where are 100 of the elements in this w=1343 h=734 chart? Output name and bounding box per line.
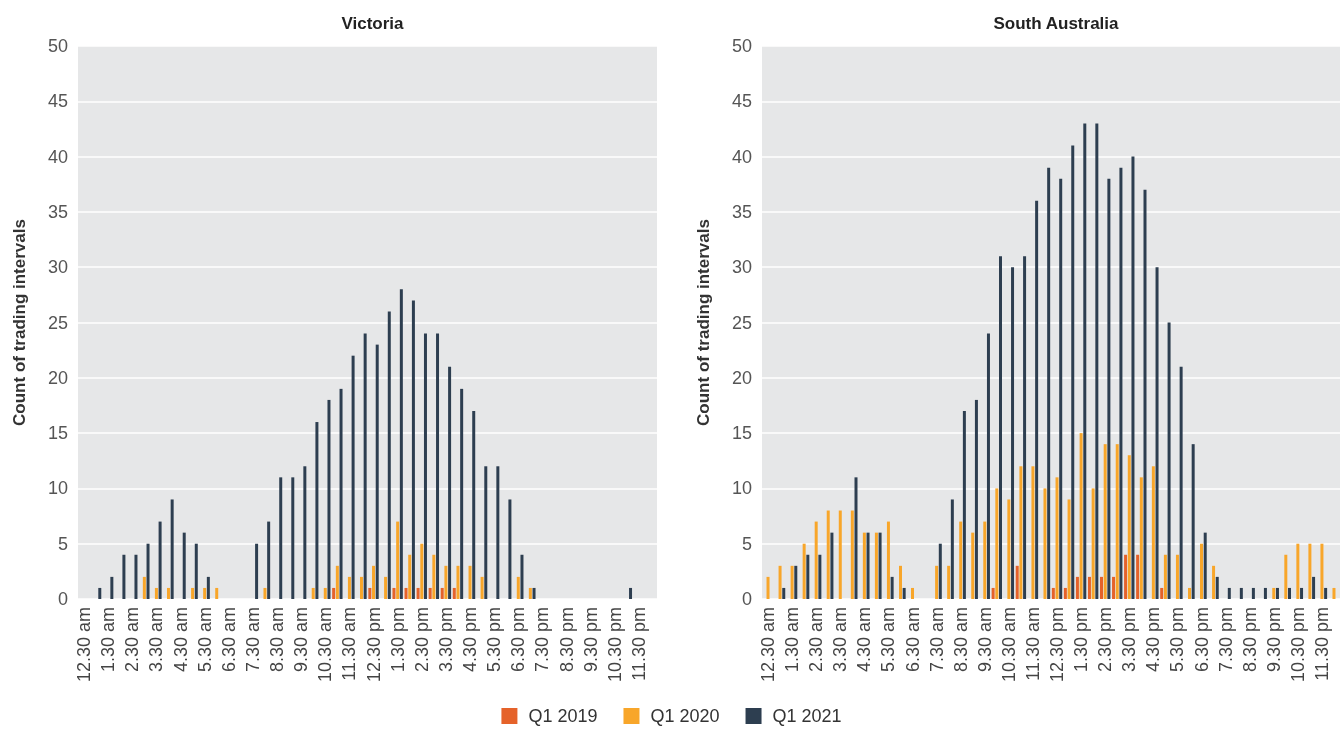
bar	[1043, 488, 1047, 599]
bar	[874, 532, 878, 599]
x-tick-label: 4.30 pm	[460, 607, 481, 673]
x-tick-label: 11.30 pm	[1311, 607, 1332, 681]
y-tick-label: 20	[731, 367, 752, 388]
bar	[1071, 145, 1075, 599]
y-tick-label: 50	[731, 36, 752, 56]
x-tick-label: 12.30 am	[758, 607, 779, 683]
bar	[368, 587, 372, 599]
y-tick-label: 15	[731, 423, 752, 444]
x-tick-label: 11.30 am	[339, 607, 360, 681]
bar	[971, 532, 975, 599]
bar	[520, 554, 524, 599]
bar	[267, 521, 271, 599]
chart-title: South Australia	[993, 14, 1120, 33]
bar	[1091, 488, 1095, 599]
y-tick-label: 30	[47, 257, 68, 278]
bar	[1179, 366, 1183, 599]
bar	[170, 499, 174, 599]
bar	[532, 587, 536, 599]
x-tick-label: 9.30 am	[974, 607, 995, 673]
bar	[315, 422, 319, 599]
bar	[1131, 156, 1135, 599]
bar	[1100, 576, 1103, 599]
bar	[194, 543, 198, 599]
bar	[1136, 554, 1140, 599]
bar	[898, 565, 902, 599]
bar	[814, 521, 818, 599]
bar	[962, 410, 966, 599]
x-tick-label: 11.30 am	[1022, 607, 1043, 681]
x-tick-label: 5.30 am	[878, 607, 899, 673]
y-tick-label: 25	[47, 312, 68, 333]
bar	[182, 532, 186, 599]
bar	[448, 366, 452, 599]
x-tick-label: 6.30 am	[218, 607, 239, 673]
bar	[528, 587, 532, 599]
bar	[826, 510, 830, 599]
bar	[496, 466, 500, 599]
x-tick-label: 1.30 pm	[1071, 607, 1092, 673]
bar	[1063, 587, 1067, 599]
bar	[363, 333, 367, 599]
bar	[255, 543, 259, 599]
x-tick-label: 1.30 am	[98, 607, 119, 673]
bar	[1251, 587, 1255, 599]
bar	[1031, 466, 1035, 599]
bar	[154, 587, 158, 599]
bar	[1139, 477, 1143, 599]
bar	[327, 399, 331, 599]
y-axis-title: Count of trading intervals	[10, 219, 29, 426]
bar	[999, 256, 1002, 599]
bar	[974, 399, 978, 599]
bar	[291, 477, 295, 599]
x-tick-label: 4.30 am	[170, 607, 191, 673]
bar	[1175, 554, 1179, 599]
legend-label: Q1 2020	[650, 706, 720, 726]
bar	[1075, 576, 1079, 599]
bar	[1308, 543, 1312, 599]
x-tick-label: 10.30 am	[315, 607, 336, 683]
bar	[1284, 554, 1288, 599]
bar	[146, 543, 150, 599]
bar	[372, 565, 376, 599]
bar	[468, 565, 472, 599]
bar	[1011, 267, 1015, 599]
bar	[938, 543, 942, 599]
x-tick-label: 2.30 am	[122, 607, 143, 673]
bar	[1047, 167, 1051, 599]
bar	[347, 576, 351, 599]
bar	[1112, 576, 1116, 599]
bar	[98, 587, 102, 599]
x-tick-label: 1.30 am	[782, 607, 803, 673]
bar	[1023, 256, 1027, 599]
bar	[428, 587, 432, 599]
bar	[203, 587, 207, 599]
bar	[830, 532, 834, 599]
y-tick-label: 45	[47, 91, 68, 112]
x-tick-label: 12.30 pm	[1047, 607, 1068, 683]
bar	[423, 333, 427, 599]
x-tick-label: 9.30 pm	[580, 607, 601, 673]
y-tick-label: 15	[47, 423, 68, 444]
bar	[983, 521, 987, 599]
bar	[387, 311, 391, 599]
y-tick-label: 30	[731, 257, 752, 278]
bar	[790, 565, 794, 599]
x-tick-label: 12.30 pm	[363, 607, 384, 683]
bar	[1119, 167, 1123, 599]
bar	[782, 587, 786, 599]
bar	[1163, 554, 1167, 599]
x-tick-label: 6.30 pm	[1191, 607, 1212, 673]
bar	[166, 587, 170, 599]
bar	[359, 576, 363, 599]
bar	[456, 565, 460, 599]
x-tick-label: 2.30 pm	[411, 607, 432, 673]
bar	[959, 521, 963, 599]
x-tick-label: 10.30 pm	[604, 607, 625, 683]
bar	[1015, 565, 1019, 599]
bar	[191, 587, 195, 599]
y-axis-title: Count of trading intervals	[694, 219, 713, 426]
bar	[1019, 466, 1023, 599]
x-tick-label: 2.30 am	[806, 607, 827, 673]
bar	[1300, 587, 1304, 599]
